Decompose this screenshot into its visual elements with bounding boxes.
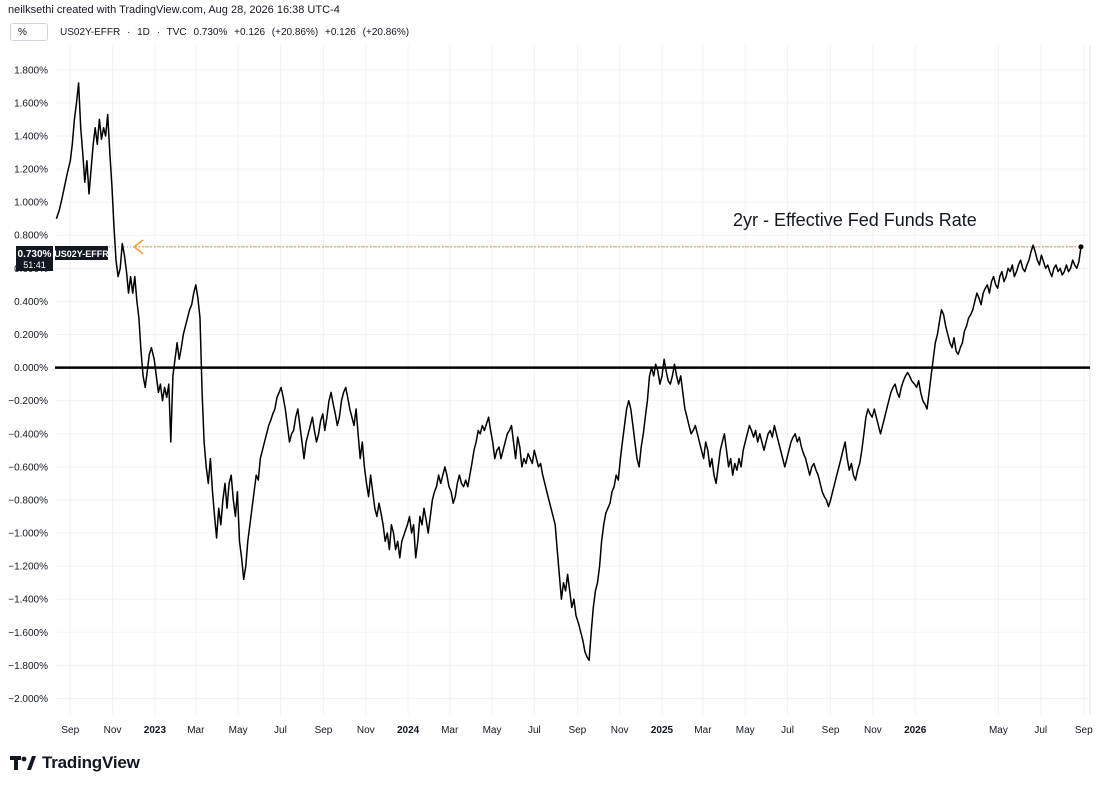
x-tick-label: Sep [61, 725, 79, 736]
x-tick-label: Sep [1075, 725, 1093, 736]
y-tick-label: −1.200% [8, 562, 48, 573]
x-tick-label: Nov [357, 725, 375, 736]
last-value-marker [1078, 244, 1084, 250]
y-tick-label: 0.000% [14, 363, 48, 374]
legend-interval: 1D [137, 27, 150, 38]
legend-change-pct: (+20.86%) [271, 27, 319, 38]
price-tag-countdown: 51:41 [23, 260, 46, 270]
y-tick-label: −1.800% [8, 661, 48, 672]
reference-lines [55, 239, 1090, 369]
x-tick-label: 2026 [904, 725, 927, 736]
y-tick-label: −0.400% [8, 429, 48, 440]
y-axis-ticks: 1.800%1.600%1.400%1.200%1.000%0.800%0.60… [8, 65, 48, 705]
y-tick-label: −1.400% [8, 595, 48, 606]
y-tick-label: 0.800% [14, 231, 48, 242]
y-tick-label: 0.400% [14, 297, 48, 308]
x-tick-label: Jul [1034, 725, 1047, 736]
x-tick-label: May [229, 725, 248, 736]
y-tick-label: 1.400% [14, 131, 48, 142]
y-tick-label: −2.000% [8, 694, 48, 705]
price-tag-value: 0.730% [18, 249, 52, 260]
x-axis-ticks: Sep Nov 2023 Mar May Jul Sep Nov 2024 Mar May Jul Se… [61, 725, 1093, 736]
chart-credit: neilksethi created with TradingView.com,… [8, 4, 340, 16]
ray-arrow-icon [132, 239, 144, 255]
y-tick-label: 1.200% [14, 165, 48, 176]
price-tag-symbol-box [55, 246, 108, 260]
x-tick-label: 2024 [397, 725, 420, 736]
legend-last-value: 0.730% [193, 27, 228, 38]
x-tick-label: May [483, 725, 502, 736]
tradingview-logo[interactable]: TradingView [10, 753, 140, 773]
x-tick-label: Nov [611, 725, 629, 736]
y-tick-label: 1.000% [14, 198, 48, 209]
x-tick-label: Sep [568, 725, 586, 736]
price-tag: 0.730% 51:41 US02Y-EFFR [16, 246, 109, 271]
x-tick-label: Nov [104, 725, 122, 736]
tradingview-logo-icon [10, 756, 36, 770]
y-tick-label: −1.600% [8, 628, 48, 639]
price-tag-symbol: US02Y-EFFR [54, 249, 109, 259]
series-line-us02y-effr [55, 82, 1082, 662]
y-tick-label: −0.600% [8, 462, 48, 473]
x-tick-label: Jul [274, 725, 287, 736]
x-tick-label: May [736, 725, 755, 736]
y-tick-label: −1.000% [8, 529, 48, 540]
y-tick-label: 1.800% [14, 65, 48, 76]
legend-symbol[interactable]: US02Y-EFFR [60, 27, 121, 38]
y-tick-label: −0.800% [8, 495, 48, 506]
legend-change-pct-repeat: (+20.86%) [362, 27, 410, 38]
unit-toggle-button[interactable]: % [10, 23, 48, 41]
chart-annotation: 2yr - Effective Fed Funds Rate [733, 210, 977, 230]
x-tick-label: Mar [694, 725, 712, 736]
price-tag-value-box [16, 246, 53, 271]
x-tick-label: Nov [864, 725, 882, 736]
x-tick-label: Jul [528, 725, 541, 736]
x-tick-label: May [989, 725, 1008, 736]
x-tick-label: Sep [822, 725, 840, 736]
x-tick-label: Mar [441, 725, 459, 736]
legend-source: TVC [166, 27, 187, 38]
grid-layer [55, 45, 1091, 715]
x-tick-label: Mar [187, 725, 205, 736]
y-tick-label: 0.200% [14, 330, 48, 341]
y-tick-label: 1.600% [14, 98, 48, 109]
tradingview-brand-text: TradingView [42, 753, 140, 772]
y-tick-label: −0.200% [8, 396, 48, 407]
x-tick-label: 2025 [651, 725, 674, 736]
legend-separator: · [156, 27, 161, 38]
x-tick-label: 2023 [144, 725, 167, 736]
x-tick-label: Sep [315, 725, 333, 736]
legend-change: +0.126 [234, 27, 266, 38]
legend-change-repeat: +0.126 [325, 27, 356, 38]
legend-separator: · [127, 27, 131, 38]
x-tick-label: Jul [781, 725, 794, 736]
series-legend: US02Y-EFFR · 1D · TVC 0.730% +0.126 (+20… [60, 27, 413, 38]
